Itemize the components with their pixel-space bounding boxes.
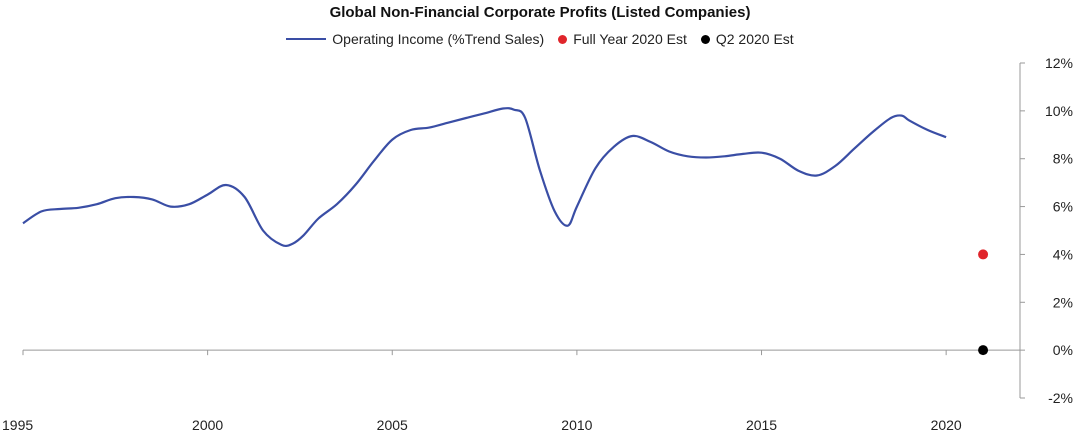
- y-tick-label: 8%: [1053, 151, 1073, 167]
- legend-label-operating-income: Operating Income (%Trend Sales): [332, 31, 545, 47]
- y-tick-label: 10%: [1045, 103, 1073, 119]
- legend-item-full-year: Full Year 2020 Est: [558, 31, 687, 47]
- x-tick-label: 2020: [931, 417, 962, 433]
- x-tick-label: 2010: [561, 417, 592, 433]
- x-tick-label: 1995: [2, 417, 33, 433]
- y-tick-label: 4%: [1053, 246, 1073, 262]
- chart-legend: Operating Income (%Trend Sales) Full Yea…: [0, 31, 1080, 47]
- y-tick-label: -2%: [1048, 390, 1073, 406]
- y-tick-label: 0%: [1053, 342, 1073, 358]
- chart-title: Global Non-Financial Corporate Profits (…: [329, 4, 751, 21]
- legend-label-full-year: Full Year 2020 Est: [573, 31, 687, 47]
- x-tick-label: 2005: [377, 417, 408, 433]
- y-tick-label: 12%: [1045, 55, 1073, 71]
- legend-item-operating-income: Operating Income (%Trend Sales): [286, 31, 544, 47]
- point-q2-2020-est: [978, 345, 989, 356]
- y-tick-label: 2%: [1053, 294, 1073, 310]
- series-line-operating-income: [22, 107, 947, 248]
- legend-item-q2: Q2 2020 Est: [700, 31, 794, 47]
- legend-label-q2: Q2 2020 Est: [715, 31, 794, 47]
- x-tick-label: 2015: [746, 417, 777, 433]
- x-tick-label: 2000: [192, 417, 223, 433]
- point-full-year-2020-est: [978, 249, 989, 260]
- legend-dot-full-year: [558, 34, 568, 44]
- legend-dot-q2: [700, 34, 710, 44]
- y-tick-label: 6%: [1053, 199, 1073, 215]
- legend-line-swatch: [286, 38, 327, 40]
